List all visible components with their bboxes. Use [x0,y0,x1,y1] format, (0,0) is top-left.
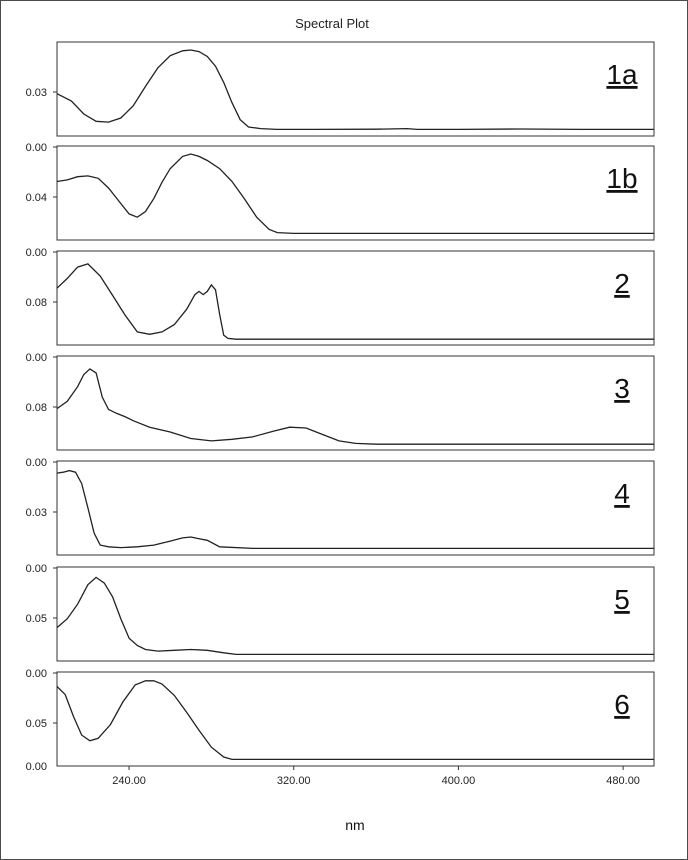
panel-label-5: 5 [614,584,630,615]
panel-frame-1b [56,145,655,241]
panel-3: 0.00 0.08 3 [26,352,655,451]
x-tick-label-0: 240.00 [112,775,146,787]
spectrum-line-3 [56,368,654,445]
y-tick-label-3-1: 0.08 [26,402,47,414]
y-tick-label-6-0: 0.00 [26,668,47,680]
panel-label-1b: 1b [606,163,637,194]
panel-frame-3 [56,355,655,451]
x-axis: 0.00 240.00 320.00 400.00 480.00 [26,761,640,787]
x-tick-label-3: 480.00 [606,775,640,787]
panel-frame-6 [56,671,655,767]
spectrum-line-6 [56,680,654,761]
y-tick-label-5-1: 0.05 [26,613,47,625]
y-tick-label-bottom: 0.00 [26,761,47,773]
panel-frame-5 [56,566,655,662]
spectrum-line-1a [56,49,654,131]
panel-label-3: 3 [614,373,630,404]
x-tick-label-1: 320.00 [277,775,311,787]
panel-frame-4 [56,460,655,556]
panel-label-6: 6 [614,689,630,720]
spectrum-line-2 [56,263,654,340]
panel-frame-2 [56,250,655,346]
y-tick-label-5-0: 0.00 [26,563,47,575]
panels-group: 0.031a0.000.041b0.000.0820.000.0830.000.… [26,41,655,767]
chart-title: Spectral Plot [295,16,369,31]
y-tick-label-2-1: 0.08 [26,297,47,309]
panel-label-1a: 1a [606,59,638,90]
panel-1b: 0.00 0.04 1b [26,142,655,241]
x-tick-label-2: 400.00 [442,775,476,787]
x-axis-label: nm [345,817,364,833]
panel-5: 0.00 0.05 5 [26,563,655,662]
panel-2: 0.00 0.08 2 [26,247,655,346]
panel-label-4: 4 [614,478,630,509]
y-tick-label-2-0: 0.00 [26,247,47,259]
panel-label-2: 2 [614,268,630,299]
y-tick-label-1a-0: 0.03 [26,87,47,99]
y-tick-label-4-1: 0.03 [26,507,47,519]
panel-6: 0.00 0.05 6 [26,668,655,767]
y-tick-label-1b-1: 0.04 [26,192,47,204]
panel-4: 0.00 0.03 4 [26,457,655,556]
y-tick-label-4-0: 0.00 [26,457,47,469]
panel-1a: 0.03 1a [26,41,655,137]
spectrum-line-1b [56,153,654,235]
y-tick-label-3-0: 0.00 [26,352,47,364]
y-tick-label-1b-0: 0.00 [26,142,47,154]
spectrum-line-5 [56,576,654,656]
y-tick-label-6-1: 0.05 [26,718,47,730]
panel-frame-1a [56,41,655,137]
spectrum-line-4 [56,469,654,550]
